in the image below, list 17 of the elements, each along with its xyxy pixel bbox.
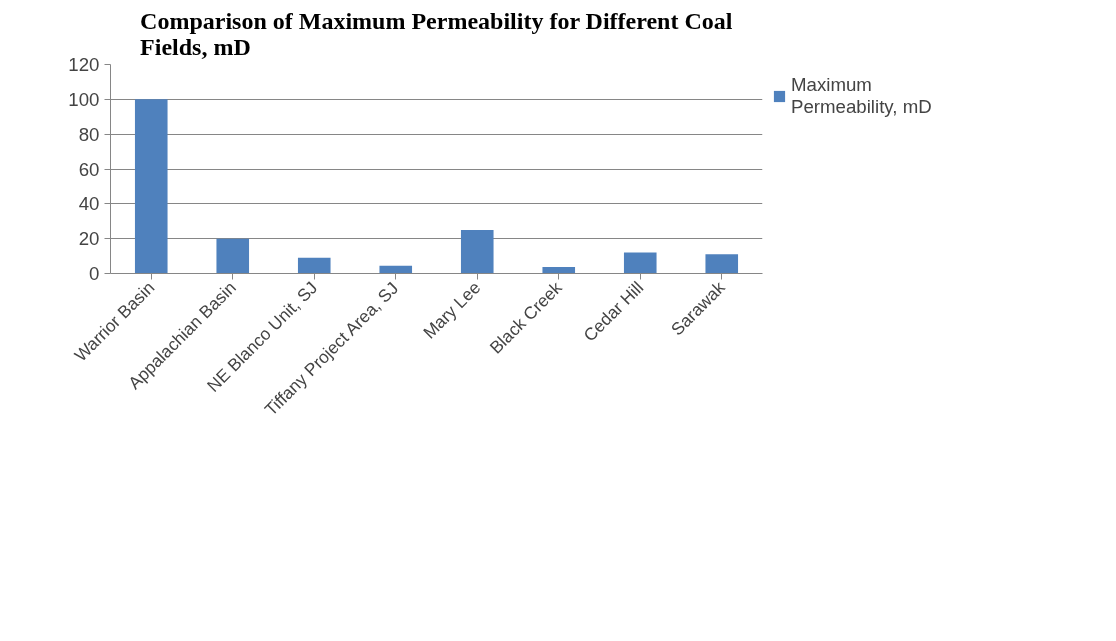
- bar: [623, 252, 657, 274]
- y-tick-label: 80: [78, 123, 100, 145]
- y-tick-label: 40: [78, 193, 100, 215]
- y-tick-label: 120: [68, 54, 100, 75]
- bar: [460, 229, 494, 274]
- y-tick-label: 0: [89, 263, 100, 284]
- y-tick-label: 60: [78, 158, 100, 180]
- legend-label: Maximum Permeability, mD: [791, 74, 932, 118]
- bar: [542, 267, 576, 274]
- bar: [379, 265, 413, 274]
- y-tick-label: 20: [78, 228, 100, 250]
- bar: [297, 257, 331, 274]
- chart-title: Comparison of Maximum Permeability for Different Coal Fields, mD: [140, 7, 733, 60]
- y-tick-label: 100: [68, 88, 100, 110]
- bar: [134, 99, 168, 274]
- bar: [705, 254, 739, 274]
- bar: [216, 238, 250, 274]
